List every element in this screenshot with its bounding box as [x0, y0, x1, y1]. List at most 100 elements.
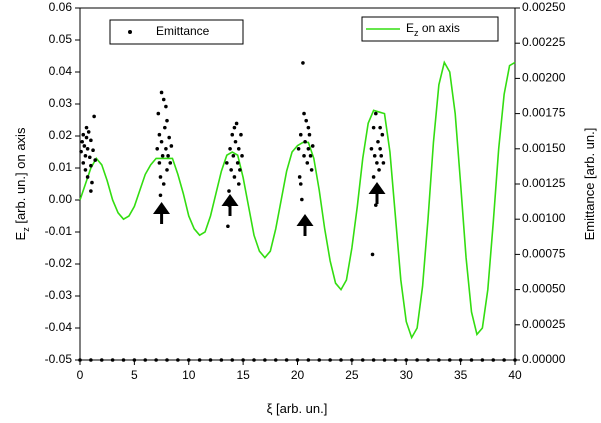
emittance-point [163, 125, 167, 130]
emittance-point [82, 144, 87, 148]
emittance-point [157, 161, 162, 165]
emittance-point [230, 132, 235, 137]
emittance-point [158, 193, 163, 198]
emittance-point [304, 118, 309, 123]
emittance-point [161, 182, 166, 186]
emittance-point [303, 139, 307, 144]
emittance-point [310, 144, 315, 148]
emittance-point [93, 158, 98, 162]
y2-tick-label: 0.00050 [522, 282, 566, 296]
emittance-point [240, 154, 244, 158]
y2-tick-label: 0.00125 [522, 176, 566, 190]
emittance-point [284, 358, 289, 362]
x-tick-label: 40 [508, 368, 522, 382]
emittance-point [469, 358, 474, 362]
emittance-point [165, 118, 169, 123]
legend-box [109, 19, 244, 45]
emittance-point [81, 161, 86, 165]
y-tick-label: -0.04 [45, 320, 73, 334]
emittance-point [393, 358, 398, 362]
emittance-point [273, 358, 278, 362]
emittance-point [92, 114, 96, 119]
x-tick-label: 10 [182, 368, 196, 382]
emittance-point [208, 358, 213, 362]
emittance-point [157, 132, 162, 137]
emittance-point [89, 358, 93, 362]
emittance-point [306, 358, 311, 362]
emittance-point [491, 358, 496, 362]
emittance-point [380, 132, 385, 137]
emittance-point [298, 132, 303, 137]
emittance-point [226, 224, 230, 229]
y-axis-label: Ez [arb. un.] on axis [13, 127, 31, 240]
emittance-point [298, 182, 303, 186]
emittance-point [159, 90, 164, 95]
emittance-point [86, 130, 91, 134]
emittance-point [458, 358, 463, 362]
emittance-point [158, 175, 163, 179]
emittance-point [426, 358, 430, 362]
emittance-point [339, 358, 343, 362]
emittance-point [306, 147, 311, 151]
emittance-point [374, 111, 378, 116]
arrows [153, 182, 386, 236]
emittance-point [382, 358, 387, 362]
emittance-point [160, 154, 165, 158]
emittance-point [350, 358, 354, 362]
emittance-point [176, 358, 180, 362]
emittance-point [513, 358, 517, 362]
y-tick-label: 0.02 [49, 128, 73, 142]
emittance-point [437, 358, 441, 362]
y2-tick-label: 0.00250 [522, 0, 566, 14]
emittance-point [164, 104, 168, 109]
legend-marker [128, 30, 132, 34]
emittance-point [89, 138, 93, 143]
emittance-point [132, 358, 137, 362]
emittance-point [371, 175, 376, 179]
ez-line [79, 60, 516, 340]
emittance-point [232, 175, 237, 179]
emittance-point [156, 111, 161, 116]
emittance-point [415, 358, 419, 362]
emittance-point [404, 358, 409, 362]
emittance-point [168, 161, 173, 165]
emittance-point [81, 132, 86, 137]
emittance-point [227, 203, 231, 207]
emittance-point [369, 147, 374, 151]
y-tick-label: -0.05 [45, 352, 73, 366]
emittance-point [155, 147, 160, 151]
emittance-point [300, 197, 304, 202]
emittance-point [87, 155, 92, 160]
y2-tick-label: 0.00000 [522, 352, 566, 366]
x-tick-label: 35 [454, 368, 468, 382]
y-tick-label: 0.04 [49, 64, 73, 78]
x-tick-label: 20 [291, 368, 305, 382]
emittance-point [360, 358, 365, 362]
emittance-point [85, 175, 90, 179]
emittance-point [121, 358, 126, 362]
plot-frame [79, 7, 516, 361]
emittance-point [374, 203, 378, 207]
emittance-point [91, 148, 95, 153]
y-tick-label: 0.00 [49, 192, 73, 206]
emittance-point [236, 182, 241, 186]
emittance-point [143, 358, 148, 362]
x-tick-label: 15 [236, 368, 250, 382]
emittance-point [235, 161, 240, 165]
emittance-point [89, 163, 93, 168]
y-tick-label: 0.01 [49, 160, 73, 174]
y2-tick-label: 0.00100 [522, 211, 566, 225]
emittance-point [379, 154, 384, 158]
emittance-point [231, 154, 236, 158]
emittance-point [447, 358, 452, 362]
y2-tick-label: 0.00225 [522, 35, 566, 49]
y2-tick-label: 0.00175 [522, 106, 566, 120]
emittance-point [232, 125, 237, 130]
emittance-point [239, 132, 243, 137]
emittance-point [372, 154, 377, 158]
emittance-point [186, 358, 191, 362]
emittance-point [225, 161, 229, 165]
emittance-point [296, 147, 301, 151]
